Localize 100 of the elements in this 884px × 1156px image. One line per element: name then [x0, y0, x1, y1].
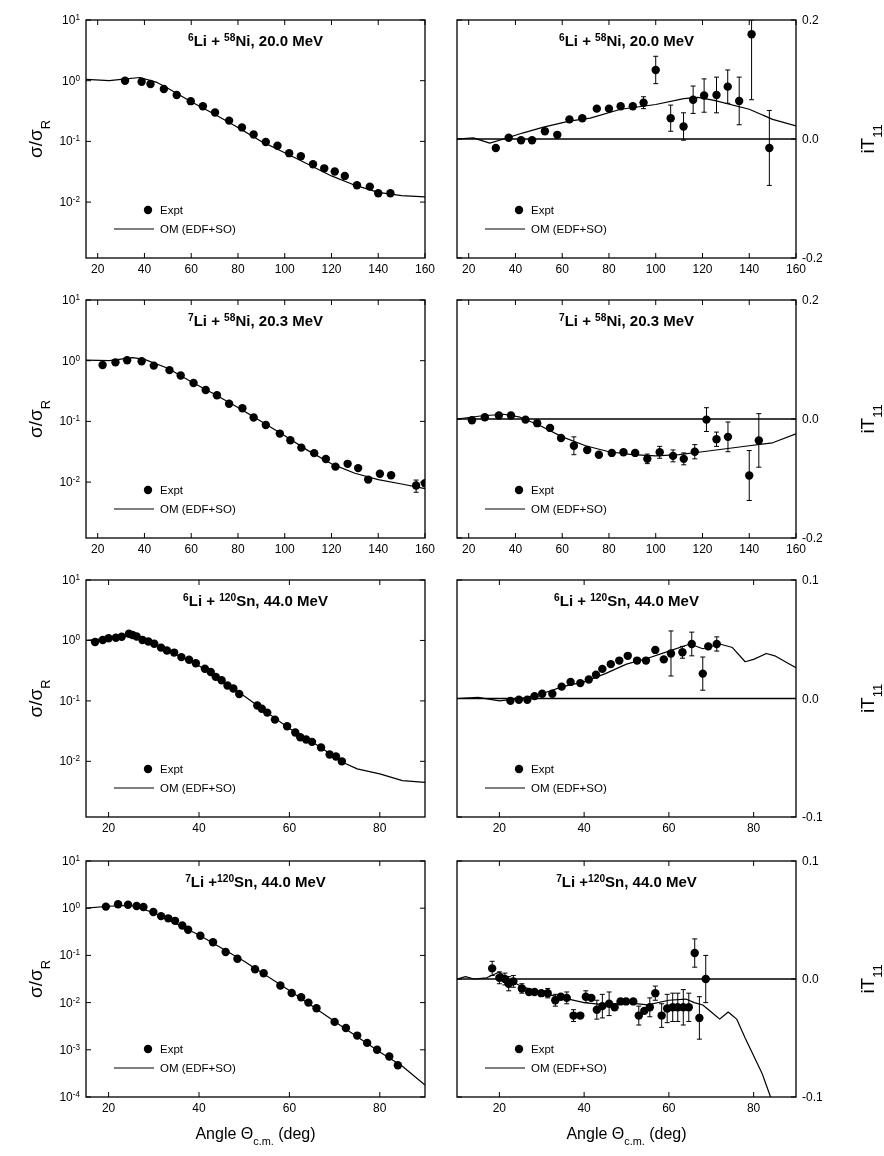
x-tick-label: 60	[662, 821, 676, 835]
text: $^{7}$Li + $^{58}$Ni, 20.3 MeV	[559, 311, 694, 329]
x-axis-title: Angle Θ$_{c.m.}$ (deg)	[566, 1125, 687, 1147]
text: $^{7}$Li +$^{120}$Sn, 44.0 MeV	[556, 872, 697, 890]
y-tick-label: 0.1	[802, 573, 820, 587]
y-tick-label: -0.1	[802, 1090, 823, 1104]
y-tick-label: 0.0	[802, 691, 820, 706]
text: $^{6}$Li + $^{58}$Ni, 20.0 MeV	[188, 31, 323, 49]
y-tick-label: 0.0	[802, 972, 820, 986]
y-tick-label: 10$^{-2}$	[59, 995, 81, 1010]
y-tick-label: 0.0	[802, 132, 820, 146]
text: $^{7}$Li + $^{58}$Ni, 20.3 MeV	[188, 311, 323, 329]
x-tick-label: 40	[137, 262, 152, 276]
x-tick-label: 120	[321, 262, 342, 276]
y-tick-label: 10$^{-1}$	[59, 413, 81, 429]
text: $^{6}$Li + $^{58}$Ni, 20.0 MeV	[559, 31, 694, 49]
legend-label: OM (EDF+SO)	[531, 223, 607, 235]
x-tick-label: 40	[577, 821, 592, 835]
x-tick-label: 40	[577, 1101, 592, 1115]
text: $^{6}$Li + $^{120}$Sn, 44.0 MeV	[554, 591, 699, 609]
y-tick-label: 10$^{-2}$	[59, 474, 81, 490]
legend-label: OM (EDF+SO)	[160, 1062, 236, 1074]
legend-label: OM (EDF+SO)	[160, 503, 236, 515]
y-tick-label: 10$^{1}$	[62, 292, 81, 307]
x-tick-label: 20	[462, 262, 476, 276]
x-tick-label: 40	[137, 542, 152, 556]
legend-label: Expt	[160, 204, 184, 216]
y-tick-label: 10$^{-4}$	[59, 1089, 81, 1104]
x-axis-title: Angle Θ$_{c.m.}$ (deg)	[195, 1125, 316, 1147]
y-tick-label: 10$^{1}$	[62, 853, 81, 868]
x-tick-label: 140	[368, 262, 389, 276]
x-tick-label: 60	[282, 1101, 297, 1115]
x-tick-label: 80	[602, 542, 616, 556]
x-tick-label: 20	[101, 1101, 116, 1115]
legend-label: OM (EDF+SO)	[531, 1062, 607, 1074]
x-tick-label: 120	[692, 262, 713, 276]
x-tick-label: 100	[645, 262, 667, 276]
x-tick-label: 160	[785, 542, 807, 556]
x-tick-label: 160	[414, 542, 436, 556]
y-tick-label: 10$^{1}$	[62, 572, 81, 587]
y-tick-label: 10$^{-1}$	[59, 947, 81, 963]
y-tick-label: 10$^{-1}$	[59, 133, 81, 149]
legend-label: Expt	[160, 1043, 184, 1055]
y-tick-label: 0.1	[802, 854, 820, 868]
x-tick-label: 60	[555, 262, 570, 276]
x-tick-label: 40	[192, 821, 206, 835]
x-tick-label: 80	[746, 821, 761, 835]
x-tick-label: 20	[492, 821, 507, 835]
x-tick-label: 40	[192, 1101, 206, 1115]
x-tick-label: 60	[662, 1101, 676, 1115]
x-tick-label: 40	[508, 542, 523, 556]
legend-label: OM (EDF+SO)	[160, 223, 236, 235]
x-tick-label: 60	[282, 821, 297, 835]
y-tick-label: 10$^{0}$	[62, 73, 81, 88]
y-tick-label: -0.1	[802, 810, 823, 824]
y-tick-label: 10$^{0}$	[62, 900, 81, 916]
y-tick-label: -0.2	[802, 531, 823, 545]
x-tick-label: 60	[184, 262, 199, 276]
y-tick-label: 10$^{-2}$	[59, 194, 81, 210]
y-tick-label: 10$^{-2}$	[59, 753, 81, 769]
x-tick-label: 140	[739, 542, 760, 556]
x-tick-label: 20	[91, 542, 105, 556]
legend-label: Expt	[160, 484, 184, 496]
legend-label: OM (EDF+SO)	[531, 782, 607, 794]
x-tick-label: 60	[184, 542, 199, 556]
x-tick-label: 160	[414, 262, 436, 276]
x-tick-label: 40	[508, 262, 523, 276]
x-tick-label: 100	[274, 542, 296, 556]
x-tick-label: 140	[739, 262, 760, 276]
legend-label: Expt	[531, 484, 555, 496]
x-tick-label: 140	[368, 542, 389, 556]
x-tick-label: 60	[555, 542, 570, 556]
y-tick-label: 0.2	[802, 293, 820, 307]
legend-label: OM (EDF+SO)	[531, 503, 607, 515]
text: $^{6}$Li + $^{120}$Sn, 44.0 MeV	[183, 591, 328, 609]
x-tick-label: 160	[785, 262, 807, 276]
y-tick-label: 10$^{-1}$	[59, 693, 81, 708]
legend-label: OM (EDF+SO)	[160, 782, 236, 794]
y-tick-label: 0.0	[802, 412, 820, 426]
x-tick-label: 100	[274, 262, 296, 276]
x-tick-label: 20	[91, 262, 105, 276]
y-tick-label: 10$^{0}$	[62, 353, 81, 368]
legend-label: Expt	[531, 1043, 555, 1055]
legend-label: Expt	[160, 763, 184, 775]
x-tick-label: 80	[231, 542, 245, 556]
x-tick-label: 80	[373, 1101, 387, 1115]
x-tick-label: 20	[462, 542, 476, 556]
y-tick-label: -0.2	[802, 251, 823, 265]
x-tick-label: 80	[746, 1101, 761, 1115]
y-tick-label: 10$^{1}$	[62, 12, 81, 27]
legend-label: Expt	[531, 204, 555, 216]
x-tick-label: 100	[645, 542, 667, 556]
y-tick-label: 10$^{0}$	[62, 632, 81, 648]
x-tick-label: 80	[231, 262, 245, 276]
x-tick-label: 20	[101, 821, 116, 835]
text: $^{7}$Li +$^{120}$Sn, 44.0 MeV	[185, 872, 326, 890]
y-tick-label: 10$^{-3}$	[59, 1042, 81, 1057]
legend-label: Expt	[531, 763, 555, 775]
x-tick-label: 80	[602, 262, 616, 276]
x-tick-label: 80	[373, 821, 387, 835]
